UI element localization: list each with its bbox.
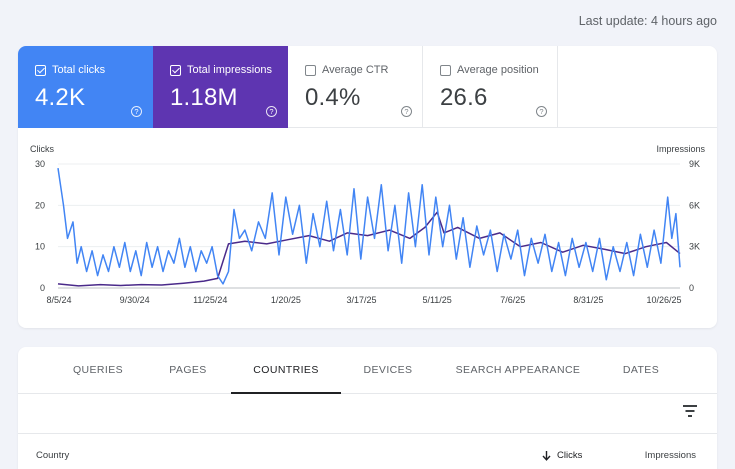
help-circle-icon[interactable]: ? bbox=[131, 106, 142, 117]
metric-label: Total clicks bbox=[52, 64, 106, 76]
metric-value: 26.6 bbox=[440, 84, 488, 111]
left-axis-title: Clicks bbox=[30, 144, 54, 154]
metric-total-clicks[interactable]: Total clicks 4.2K ? bbox=[18, 46, 153, 128]
help-circle-icon[interactable]: ? bbox=[401, 106, 412, 117]
tab-queries[interactable]: QUERIES bbox=[72, 364, 124, 376]
x-tick-label: 8/31/25 bbox=[573, 295, 603, 305]
metric-value: 0.4% bbox=[305, 84, 361, 111]
left-tick-label: 10 bbox=[35, 242, 45, 252]
left-tick-label: 0 bbox=[40, 283, 45, 293]
column-header-impressions[interactable]: Impressions bbox=[644, 450, 696, 461]
column-header-country[interactable]: Country bbox=[36, 450, 70, 461]
right-tick-label: 0 bbox=[689, 283, 694, 293]
filter-icon[interactable] bbox=[683, 405, 697, 417]
arrow-down-icon bbox=[542, 450, 551, 461]
tab-search-appearance[interactable]: SEARCH APPEARANCE bbox=[455, 364, 581, 376]
tab-dates[interactable]: DATES bbox=[622, 364, 660, 376]
metric-average-ctr[interactable]: Average CTR 0.4% ? bbox=[288, 46, 423, 128]
help-circle-icon[interactable]: ? bbox=[536, 106, 547, 117]
checkbox-icon[interactable] bbox=[35, 64, 46, 76]
metric-label: Average position bbox=[457, 64, 539, 76]
report-table-card: QUERIES PAGES COUNTRIES DEVICES SEARCH A… bbox=[18, 347, 717, 469]
last-update: Last update: 4 hours ago bbox=[578, 14, 717, 28]
impressions-series-line bbox=[57, 211, 681, 287]
checkbox-icon[interactable] bbox=[440, 64, 451, 76]
help-circle-icon[interactable]: ? bbox=[266, 106, 277, 117]
right-tick-label: 3K bbox=[689, 242, 700, 252]
x-tick-label: 10/26/25 bbox=[646, 295, 681, 305]
table-header: Country Clicks Impressions bbox=[18, 433, 717, 469]
tab-devices[interactable]: DEVICES bbox=[363, 364, 413, 376]
x-tick-label: 1/20/25 bbox=[271, 295, 301, 305]
x-tick-label: 8/5/24 bbox=[46, 295, 71, 305]
clicks-series-line bbox=[57, 167, 681, 285]
column-header-clicks[interactable]: Clicks bbox=[542, 450, 582, 461]
checkbox-icon[interactable] bbox=[305, 64, 316, 76]
metric-label: Total impressions bbox=[187, 64, 272, 76]
x-tick-label: 5/11/25 bbox=[422, 295, 451, 305]
report-tabs: QUERIES PAGES COUNTRIES DEVICES SEARCH A… bbox=[18, 347, 717, 394]
metric-label: Average CTR bbox=[322, 64, 389, 76]
x-tick-label: 7/6/25 bbox=[500, 295, 525, 305]
column-header-label: Clicks bbox=[557, 450, 583, 461]
right-tick-label: 6K bbox=[689, 200, 700, 210]
checkbox-icon[interactable] bbox=[170, 64, 181, 76]
metric-value: 1.18M bbox=[170, 84, 238, 111]
metric-average-position[interactable]: Average position 26.6 ? bbox=[423, 46, 558, 128]
metric-cards: Total clicks 4.2K ? Total impressions 1.… bbox=[18, 46, 717, 128]
performance-chart[interactable]: Clicks Impressions 0 0 10 3K 20 6K 30 9K 8/5/24 9/3… bbox=[18, 142, 717, 322]
tab-countries[interactable]: COUNTRIES bbox=[253, 364, 319, 376]
metric-value: 4.2K bbox=[35, 84, 86, 111]
left-tick-label: 30 bbox=[35, 159, 45, 169]
left-tick-label: 20 bbox=[35, 200, 45, 210]
metric-total-impressions[interactable]: Total impressions 1.18M ? bbox=[153, 46, 288, 128]
x-tick-label: 11/25/24 bbox=[193, 295, 227, 305]
performance-card: Total clicks 4.2K ? Total impressions 1.… bbox=[18, 46, 717, 328]
active-tab-indicator bbox=[231, 392, 341, 394]
x-tick-label: 9/30/24 bbox=[120, 295, 150, 305]
right-tick-label: 9K bbox=[689, 159, 700, 169]
tab-pages[interactable]: PAGES bbox=[169, 364, 207, 376]
x-tick-label: 3/17/25 bbox=[346, 295, 376, 305]
right-axis-title: Impressions bbox=[656, 144, 705, 154]
